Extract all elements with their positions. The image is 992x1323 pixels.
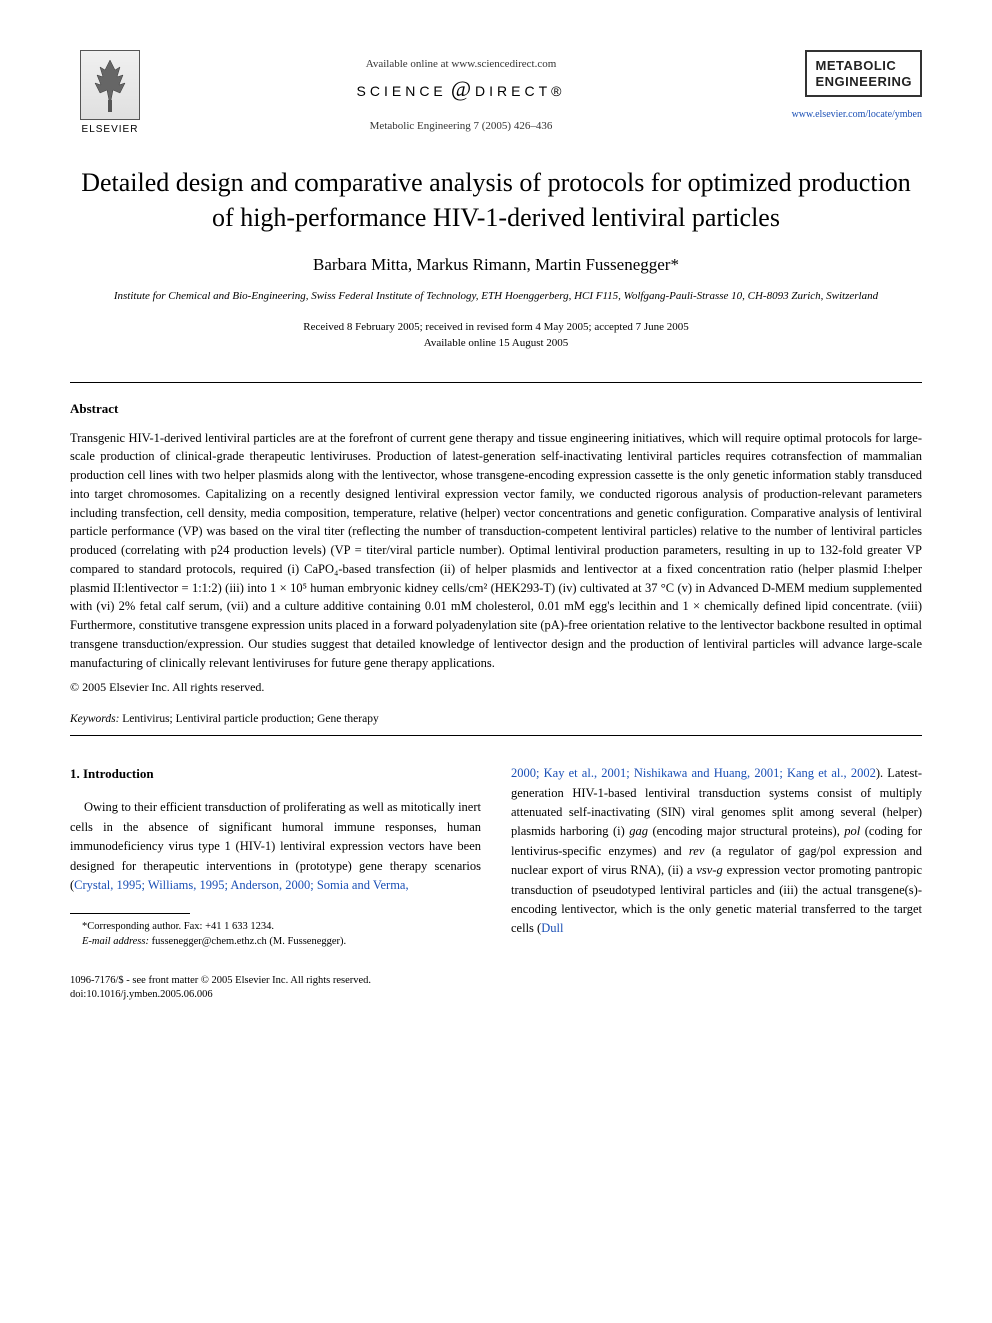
rule-bottom	[70, 735, 922, 736]
journal-logo-line1: METABOLIC	[815, 58, 912, 74]
two-column-body: 1. Introduction Owing to their efficient…	[70, 764, 922, 1003]
sciencedirect-at-icon: @	[451, 76, 471, 101]
journal-logo-block: METABOLIC ENGINEERING www.elsevier.com/l…	[772, 50, 922, 120]
abstract-heading: Abstract	[70, 401, 922, 417]
intro-paragraph-1: Owing to their efficient transduction of…	[70, 798, 481, 895]
journal-url[interactable]: www.elsevier.com/locate/ymben	[772, 109, 922, 120]
keywords: Keywords: Lentivirus; Lentiviral particl…	[70, 713, 922, 725]
center-header: Available online at www.sciencedirect.co…	[150, 50, 772, 132]
article-title: Detailed design and comparative analysis…	[70, 165, 922, 235]
dates-online: Available online 15 August 2005	[70, 335, 922, 352]
journal-logo-line2: ENGINEERING	[815, 74, 912, 90]
doi-line: doi:10.1016/j.ymben.2005.06.006	[70, 988, 481, 1003]
footnote-email-label: E-mail address:	[82, 936, 149, 947]
citation-link[interactable]: 2000; Kay et al., 2001; Nishikawa and Hu…	[511, 766, 876, 780]
issn-line: 1096-7176/$ - see front matter © 2005 El…	[70, 974, 481, 989]
footnote-email-value: fussenegger@chem.ethz.ch (M. Fussenegger…	[149, 936, 346, 947]
footnote-corresponding: *Corresponding author. Fax: +41 1 633 12…	[70, 920, 481, 935]
publisher-name: ELSEVIER	[82, 124, 139, 135]
journal-logo-box: METABOLIC ENGINEERING	[805, 50, 922, 97]
gene-pol: pol	[844, 824, 860, 838]
gene-rev: rev	[689, 844, 705, 858]
column-right: 2000; Kay et al., 2001; Nishikawa and Hu…	[511, 764, 922, 1003]
bottom-meta: 1096-7176/$ - see front matter © 2005 El…	[70, 974, 481, 1003]
sciencedirect-left: SCIENCE	[357, 83, 447, 99]
keywords-label: Keywords:	[70, 713, 119, 725]
available-online-text: Available online at www.sciencedirect.co…	[150, 58, 772, 70]
authors: Barbara Mitta, Markus Rimann, Martin Fus…	[70, 255, 922, 275]
column-left: 1. Introduction Owing to their efficient…	[70, 764, 481, 1003]
gene-gag: gag	[629, 824, 648, 838]
intro-paragraph-2: 2000; Kay et al., 2001; Nishikawa and Hu…	[511, 764, 922, 938]
journal-reference: Metabolic Engineering 7 (2005) 426–436	[150, 120, 772, 132]
citation-link[interactable]: Crystal, 1995; Williams, 1995; Anderson,…	[74, 878, 408, 892]
elsevier-tree-icon	[80, 50, 140, 120]
citation-link[interactable]: Dull	[541, 921, 563, 935]
keywords-text: Lentivirus; Lentiviral particle producti…	[119, 713, 378, 725]
footnote-rule	[70, 913, 190, 914]
gene-vsvg: vsv-g	[696, 863, 722, 877]
abstract-body: Transgenic HIV-1-derived lentiviral part…	[70, 429, 922, 673]
affiliation: Institute for Chemical and Bio-Engineeri…	[70, 289, 922, 304]
dates-received: Received 8 February 2005; received in re…	[70, 319, 922, 336]
intro-text-2b: (encoding major structural proteins),	[648, 824, 844, 838]
intro-heading: 1. Introduction	[70, 764, 481, 784]
article-dates: Received 8 February 2005; received in re…	[70, 319, 922, 352]
header-row: ELSEVIER Available online at www.science…	[70, 50, 922, 135]
rule-top	[70, 382, 922, 383]
footnote-email: E-mail address: fussenegger@chem.ethz.ch…	[70, 935, 481, 950]
sciencedirect-logo: SCIENCE@DIRECT®	[150, 76, 772, 102]
sciencedirect-right: DIRECT®	[475, 83, 565, 99]
publisher-logo: ELSEVIER	[70, 50, 150, 135]
copyright: © 2005 Elsevier Inc. All rights reserved…	[70, 680, 922, 695]
